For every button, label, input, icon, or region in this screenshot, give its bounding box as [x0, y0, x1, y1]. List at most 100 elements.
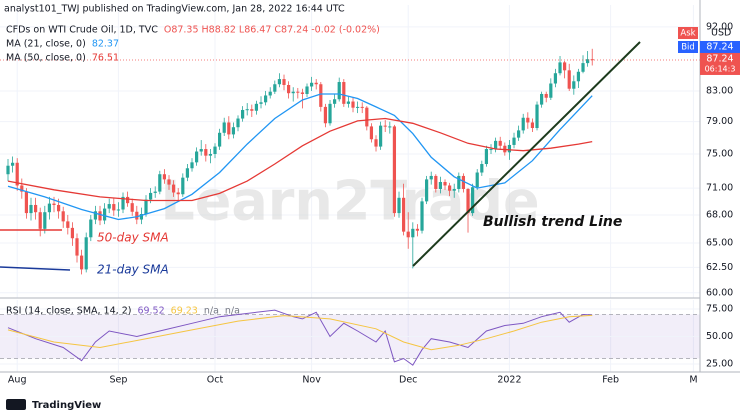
candle-body [241, 109, 245, 119]
candle-body [374, 139, 378, 147]
legend-value: 82.37 [92, 39, 119, 50]
candle-body [517, 130, 521, 138]
y-tick-label: 83.00 [706, 85, 733, 96]
y-tick-label: 79.00 [706, 116, 733, 127]
candle-body [236, 118, 240, 128]
candle-body [264, 95, 268, 103]
candle-body [521, 117, 525, 131]
candle-body [70, 227, 75, 239]
candle-body [576, 71, 581, 82]
sma21-marker [0, 266, 71, 271]
candle-body [185, 168, 190, 178]
candle-body [466, 188, 470, 214]
candle-body [314, 82, 318, 85]
footer-logo [6, 399, 26, 410]
bid-badge [678, 41, 698, 53]
candle-body [149, 192, 153, 200]
currency: USD [711, 28, 731, 39]
candle-body [75, 238, 79, 256]
y-tick-label: 62.50 [706, 262, 733, 273]
candle-body [162, 174, 167, 180]
candle-body [351, 101, 355, 108]
candle-body [222, 122, 226, 133]
candle-body [80, 255, 84, 270]
candle-body [268, 91, 272, 96]
candle-body [498, 140, 502, 146]
candle-body [24, 191, 29, 214]
annotation: 50-day SMA [97, 231, 169, 245]
candle-body [540, 93, 544, 105]
bid-value: 87.24 [706, 42, 733, 53]
candle-body [227, 122, 231, 135]
indicator-value: 69.23 [171, 306, 198, 317]
bid-box [700, 41, 740, 53]
y-tick-label: 71.00 [706, 183, 733, 194]
candle-body [342, 82, 346, 104]
candle-body [530, 122, 535, 129]
publisher: analyst101_TWJ published on TradingView.… [4, 4, 345, 15]
candle-body [103, 208, 107, 221]
candle-body [98, 211, 102, 221]
candle-body [153, 191, 157, 193]
candle-body [199, 149, 203, 152]
trend-line [412, 41, 641, 267]
candle-body [337, 82, 341, 100]
candle-body [84, 237, 88, 270]
y-tick-label: 68.00 [706, 209, 733, 220]
legend-name: MA (21, close, 0) [6, 39, 86, 50]
candle-body [107, 204, 111, 209]
annotation: 21-day SMA [97, 263, 169, 277]
candle-body [213, 146, 217, 154]
candle-body [204, 149, 208, 156]
candle-body [475, 172, 479, 188]
candle-body [323, 106, 328, 124]
candle-body [20, 185, 24, 192]
ohlc: O87.35 H88.82 L86.47 C87.24 -0.02 (-0.02… [164, 25, 380, 36]
ask-badge [678, 27, 698, 39]
series-line [7, 314, 593, 351]
legend-name: MA (50, close, 0) [6, 53, 86, 64]
symbol: CFDs on WTI Crude Oil, 1D, TVC [6, 25, 158, 36]
x-tick-label: M [689, 375, 697, 386]
x-tick-label: Sep [109, 375, 127, 386]
candle-body [558, 62, 562, 74]
candle-body [434, 175, 438, 189]
candle-body [310, 82, 314, 87]
candle-body [411, 228, 415, 238]
y-tick-label: 75.00 [706, 304, 733, 315]
candle-body [282, 79, 286, 85]
candle-body [392, 126, 397, 214]
y-tick-label: 92.00 [706, 21, 733, 32]
candle-body [333, 99, 337, 104]
candle-body [425, 179, 429, 202]
x-tick-label: Nov [302, 375, 321, 386]
x-tick-label: Feb [602, 375, 619, 386]
candle-body [158, 174, 162, 192]
candle-body [52, 203, 56, 205]
candle-body [563, 62, 567, 71]
candle-body [11, 162, 15, 166]
candle-body [494, 140, 498, 150]
candle-body [365, 107, 369, 127]
candle-body [305, 86, 309, 94]
candle-body [43, 212, 47, 229]
candle-body [457, 175, 461, 189]
candle-body [406, 231, 410, 238]
candle-body [448, 185, 452, 191]
candle-body [553, 73, 558, 84]
bid-label: Bid [681, 43, 695, 53]
candle-body [296, 91, 300, 93]
last-price-box [700, 52, 740, 75]
candle-body [402, 197, 406, 232]
candle-body [480, 164, 484, 173]
candle-body [190, 162, 194, 169]
candle-body [471, 187, 475, 214]
candle-body [581, 63, 585, 72]
candle-body [273, 84, 277, 92]
candle-body [429, 175, 433, 180]
candle-body [167, 179, 171, 185]
candle-body [420, 201, 424, 231]
indicator-title: RSI (14, close, SMA, 14, 2) [6, 306, 131, 317]
candle-body [383, 125, 387, 127]
y-tick-label: 65.00 [706, 238, 733, 249]
